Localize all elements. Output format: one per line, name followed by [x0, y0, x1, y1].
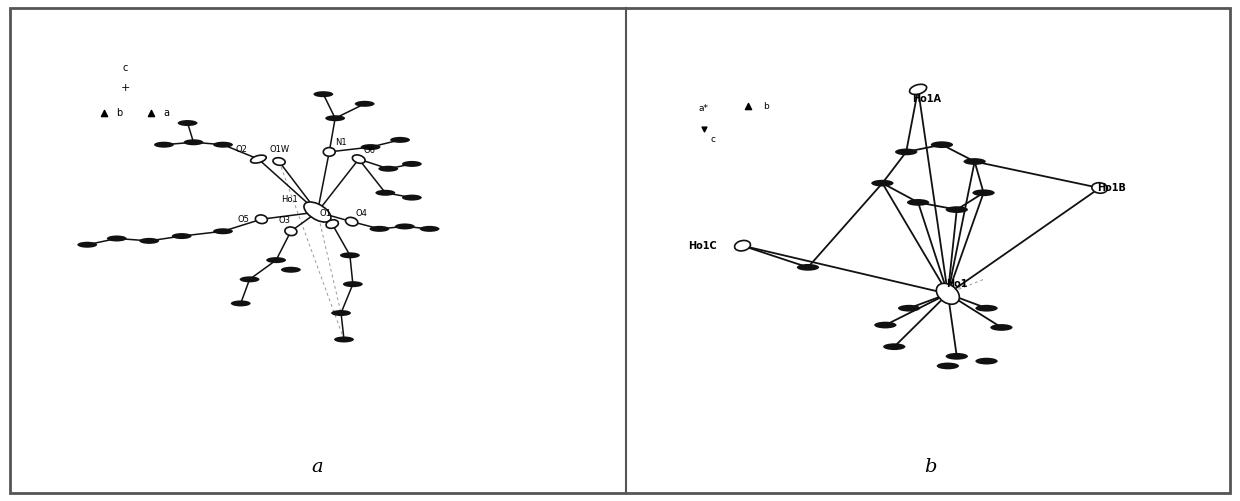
Ellipse shape	[340, 253, 360, 259]
Ellipse shape	[154, 142, 174, 148]
Ellipse shape	[963, 158, 986, 165]
Ellipse shape	[285, 227, 296, 235]
Text: a*: a*	[699, 104, 709, 113]
Ellipse shape	[304, 202, 331, 222]
Point	[738, 102, 758, 110]
Ellipse shape	[910, 84, 926, 95]
Text: Ho1B: Ho1B	[1097, 183, 1126, 193]
Point	[94, 109, 114, 117]
Ellipse shape	[346, 217, 358, 226]
Ellipse shape	[376, 190, 396, 196]
Text: O5: O5	[238, 215, 249, 224]
Text: a: a	[311, 458, 324, 476]
Ellipse shape	[352, 155, 365, 163]
Ellipse shape	[304, 202, 331, 222]
Ellipse shape	[184, 139, 203, 145]
Ellipse shape	[325, 115, 345, 121]
Ellipse shape	[139, 238, 159, 244]
Text: N1: N1	[335, 138, 347, 147]
Ellipse shape	[797, 264, 820, 271]
Text: b: b	[117, 108, 123, 118]
Ellipse shape	[346, 217, 358, 226]
Ellipse shape	[946, 206, 968, 213]
Ellipse shape	[213, 228, 233, 234]
Ellipse shape	[326, 220, 339, 228]
Ellipse shape	[326, 220, 339, 228]
Ellipse shape	[976, 358, 998, 365]
Ellipse shape	[402, 161, 422, 167]
Text: O1W: O1W	[269, 145, 289, 154]
Ellipse shape	[273, 158, 285, 165]
Ellipse shape	[361, 144, 381, 150]
Ellipse shape	[343, 281, 363, 287]
Ellipse shape	[77, 241, 97, 247]
Ellipse shape	[991, 324, 1013, 331]
Text: O6: O6	[363, 146, 376, 155]
Ellipse shape	[946, 353, 968, 360]
Ellipse shape	[314, 91, 334, 97]
Ellipse shape	[370, 226, 389, 232]
Ellipse shape	[394, 223, 414, 229]
Ellipse shape	[177, 120, 197, 126]
Ellipse shape	[1092, 183, 1107, 193]
Ellipse shape	[931, 141, 954, 148]
Ellipse shape	[255, 215, 268, 223]
Ellipse shape	[324, 148, 335, 156]
Ellipse shape	[355, 101, 374, 107]
Text: O1: O1	[319, 209, 331, 218]
Ellipse shape	[378, 166, 398, 172]
Text: c: c	[711, 135, 715, 144]
Text: Ho1: Ho1	[946, 279, 967, 289]
Ellipse shape	[419, 226, 439, 232]
Point	[694, 125, 714, 133]
FancyBboxPatch shape	[10, 8, 1230, 493]
Text: b: b	[924, 458, 936, 476]
Ellipse shape	[324, 148, 335, 156]
Ellipse shape	[239, 277, 259, 283]
Ellipse shape	[172, 233, 192, 239]
Ellipse shape	[734, 240, 750, 251]
Ellipse shape	[906, 199, 929, 206]
Ellipse shape	[895, 148, 918, 155]
Point	[141, 109, 161, 117]
Ellipse shape	[883, 343, 905, 350]
Ellipse shape	[250, 155, 267, 163]
Ellipse shape	[976, 305, 998, 312]
Ellipse shape	[972, 189, 994, 196]
Ellipse shape	[231, 301, 250, 307]
Text: Ho1: Ho1	[280, 195, 298, 204]
Ellipse shape	[334, 337, 353, 343]
Ellipse shape	[910, 84, 926, 95]
Ellipse shape	[874, 322, 897, 329]
Text: O2: O2	[236, 145, 248, 154]
Ellipse shape	[898, 305, 920, 312]
Ellipse shape	[1092, 183, 1107, 193]
Text: Ho1A: Ho1A	[913, 94, 941, 104]
Ellipse shape	[936, 284, 960, 304]
Text: O3: O3	[279, 216, 291, 225]
Ellipse shape	[255, 215, 268, 223]
Text: c: c	[123, 63, 128, 73]
Ellipse shape	[352, 155, 365, 163]
Ellipse shape	[391, 137, 410, 143]
Text: a: a	[164, 108, 170, 118]
Ellipse shape	[936, 284, 960, 304]
Text: O4: O4	[355, 209, 367, 218]
Ellipse shape	[734, 240, 750, 251]
Ellipse shape	[285, 227, 296, 235]
Ellipse shape	[331, 310, 351, 316]
Ellipse shape	[267, 257, 286, 263]
Ellipse shape	[107, 235, 126, 241]
Text: +: +	[122, 83, 130, 93]
Ellipse shape	[273, 158, 285, 165]
Ellipse shape	[402, 194, 422, 200]
Text: Ho1C: Ho1C	[688, 240, 717, 250]
Ellipse shape	[250, 155, 267, 163]
Ellipse shape	[936, 363, 959, 369]
Ellipse shape	[872, 180, 894, 186]
Text: b: b	[763, 102, 769, 111]
Ellipse shape	[213, 142, 233, 148]
Ellipse shape	[281, 267, 301, 273]
